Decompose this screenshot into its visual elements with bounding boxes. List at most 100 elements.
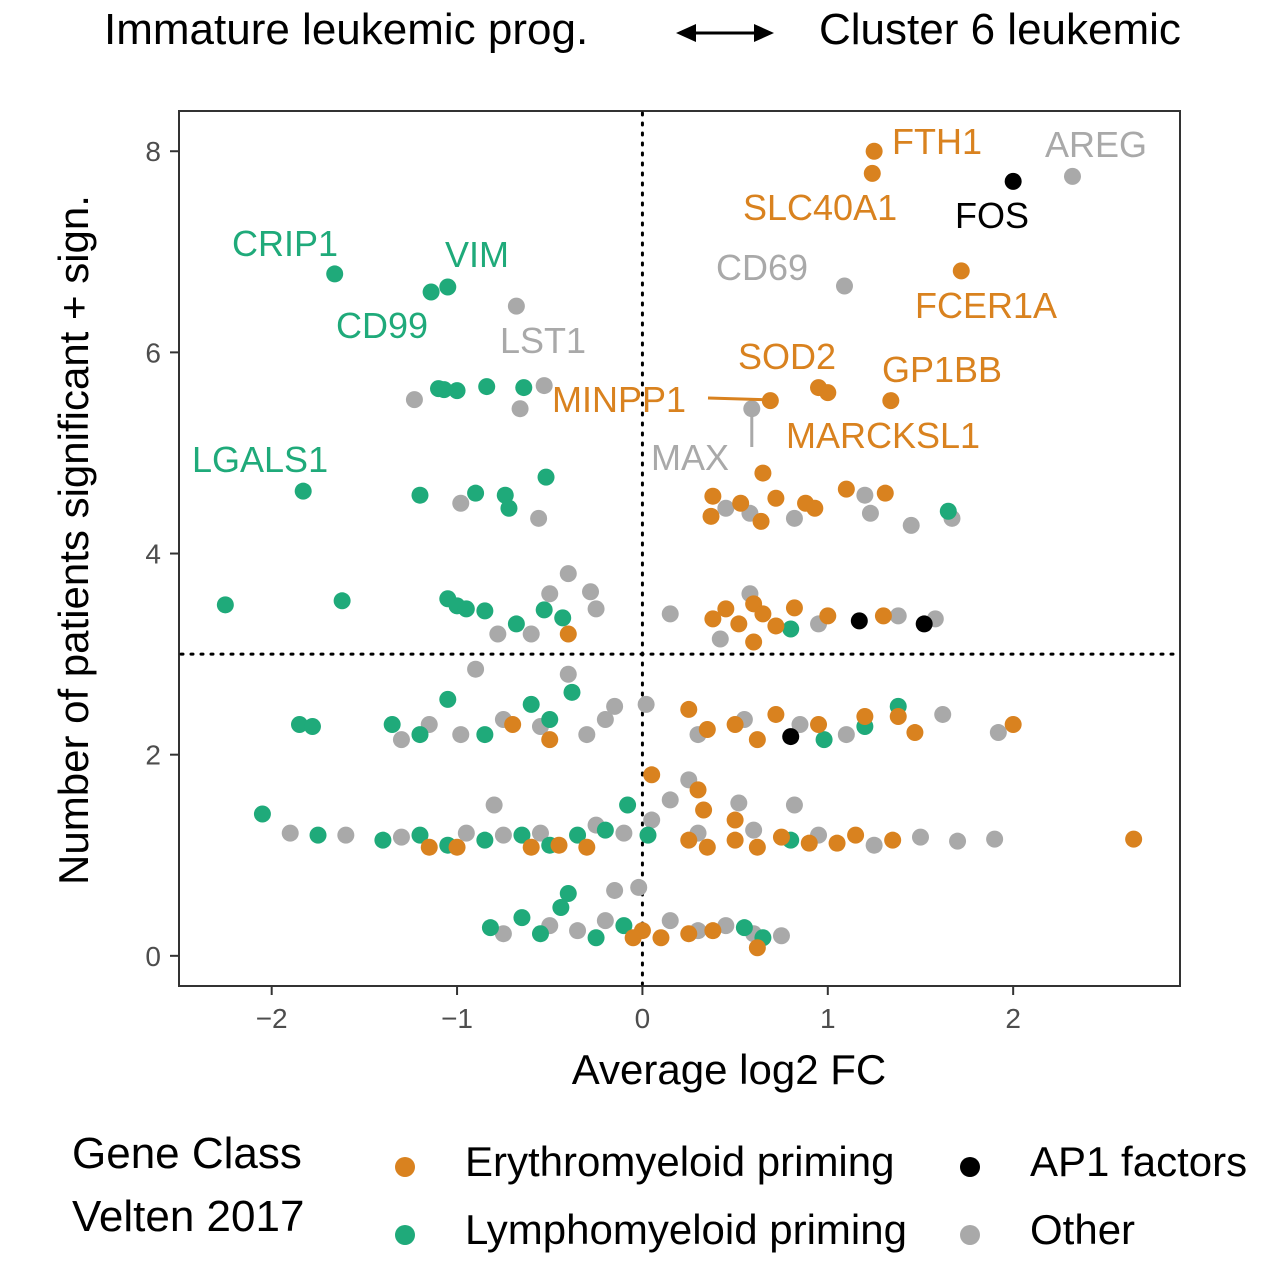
data-point-other <box>522 625 540 643</box>
data-point-other <box>578 726 596 744</box>
data-point-other <box>494 925 512 943</box>
data-point-erythromyeloid <box>704 922 722 940</box>
data-point-other <box>785 796 803 814</box>
data-point-lymphomyeloid <box>448 382 466 400</box>
data-point-other <box>889 607 907 625</box>
data-point-other <box>911 828 929 846</box>
x-tick-label: 0 <box>635 1003 651 1034</box>
gene-label-sod2: SOD2 <box>738 336 836 377</box>
data-point-lymphomyeloid <box>515 379 533 397</box>
gene-label-marcksl1: MARCKSL1 <box>786 415 980 456</box>
data-point-erythromyeloid <box>680 925 698 943</box>
data-point-other <box>661 912 679 930</box>
data-point-ap1 <box>915 615 933 633</box>
data-point-other <box>559 665 577 683</box>
data-point-lymphomyeloid <box>481 919 499 937</box>
x-axis: −2 −1 0 1 2 <box>256 986 1021 1034</box>
data-point-erythromyeloid <box>578 838 596 856</box>
gene-label-slc40a1: SLC40A1 <box>743 187 897 228</box>
data-point-other <box>745 821 763 839</box>
data-point-lymphomyeloid <box>309 826 327 844</box>
data-point-erythromyeloid <box>726 716 744 734</box>
y-tick-label: 4 <box>145 539 161 570</box>
data-point-other <box>661 791 679 809</box>
legend-label-ap1: AP1 factors <box>1030 1138 1247 1185</box>
legend-title-line2: Velten 2017 <box>72 1192 304 1241</box>
data-point-erythromyeloid <box>874 607 892 625</box>
data-point-other <box>535 377 553 395</box>
legend-title-line1: Gene Class <box>72 1129 302 1178</box>
data-point-erythromyeloid <box>754 605 772 623</box>
data-point-lymphomyeloid <box>383 716 401 734</box>
data-point-other <box>452 494 470 512</box>
data-point-lymphomyeloid <box>559 884 577 902</box>
data-point-other <box>949 832 967 850</box>
data-point-other <box>856 486 874 504</box>
data-point-lymphomyeloid <box>535 601 553 619</box>
data-point-erythromyeloid <box>828 834 846 852</box>
data-point-other <box>861 504 879 522</box>
data-point-other <box>643 811 661 829</box>
legend-label-lymphomyeloid: Lymphomyeloid priming <box>465 1206 907 1253</box>
data-point-lymphomyeloid <box>815 731 833 749</box>
gene-label-vim: VIM <box>445 234 509 275</box>
data-point-other <box>569 922 587 940</box>
data-point-lymphomyeloid <box>430 380 448 398</box>
data-point-lymphomyeloid <box>333 592 351 610</box>
y-axis-title: Number of patients significant + sign. <box>50 195 97 885</box>
data-point-erythromyeloid <box>752 512 770 530</box>
data-point-other <box>485 796 503 814</box>
data-point-erythromyeloid <box>837 480 855 498</box>
point-areg <box>1063 167 1081 185</box>
data-point-other <box>711 630 729 648</box>
data-point-erythromyeloid <box>800 834 818 852</box>
data-point-lymphomyeloid <box>569 826 587 844</box>
point-cd99 <box>422 283 440 301</box>
gene-label-cd99: CD99 <box>336 305 428 346</box>
data-point-lymphomyeloid <box>411 486 429 504</box>
data-point-erythromyeloid <box>748 731 766 749</box>
point-vim <box>439 278 457 296</box>
data-point-erythromyeloid <box>754 464 772 482</box>
data-point-erythromyeloid <box>819 607 837 625</box>
title-left: Immature leukemic prog. <box>104 5 588 54</box>
point-lgals1 <box>294 482 312 500</box>
data-point-other <box>452 726 470 744</box>
data-point-erythromyeloid <box>680 700 698 718</box>
y-tick-label: 6 <box>145 337 161 368</box>
data-point-other <box>730 794 748 812</box>
data-point-lymphomyeloid <box>496 486 514 504</box>
data-point-erythromyeloid <box>1125 830 1143 848</box>
data-point-lymphomyeloid <box>939 502 957 520</box>
data-point-other <box>596 710 614 728</box>
gene-labels: FTH1 SLC40A1 AREG FOS CRIP1 VIM CD99 CD69 FCER1A… <box>192 121 1147 480</box>
legend-label-erythromyeloid: Erythromyeloid priming <box>465 1138 894 1185</box>
data-point-erythromyeloid <box>704 487 722 505</box>
x-tick-label: −1 <box>441 1003 473 1034</box>
data-point-lymphomyeloid <box>457 600 475 618</box>
legend-label-other: Other <box>1030 1206 1135 1253</box>
data-point-erythromyeloid <box>624 929 642 947</box>
legend-key-ap1 <box>960 1157 980 1177</box>
data-point-other <box>934 705 952 723</box>
data-point-lymphomyeloid <box>782 620 800 638</box>
data-point-erythromyeloid <box>856 707 874 725</box>
gene-label-max: MAX <box>651 437 729 478</box>
point-fth1 <box>865 142 883 160</box>
data-point-lymphomyeloid <box>476 831 494 849</box>
data-point-erythromyeloid <box>810 716 828 734</box>
data-point-other <box>989 724 1007 742</box>
data-point-other <box>530 509 548 527</box>
double-arrow-icon <box>676 24 774 42</box>
data-point-lymphomyeloid <box>619 796 637 814</box>
data-point-other <box>986 830 1004 848</box>
data-point-other <box>337 826 355 844</box>
point-max <box>743 400 761 418</box>
data-point-lymphomyeloid <box>476 726 494 744</box>
data-point-other <box>717 499 735 517</box>
data-point-erythromyeloid <box>680 831 698 849</box>
data-point-other <box>587 600 605 618</box>
y-tick-label: 2 <box>145 740 161 771</box>
x-tick-label: 2 <box>1005 1003 1021 1034</box>
